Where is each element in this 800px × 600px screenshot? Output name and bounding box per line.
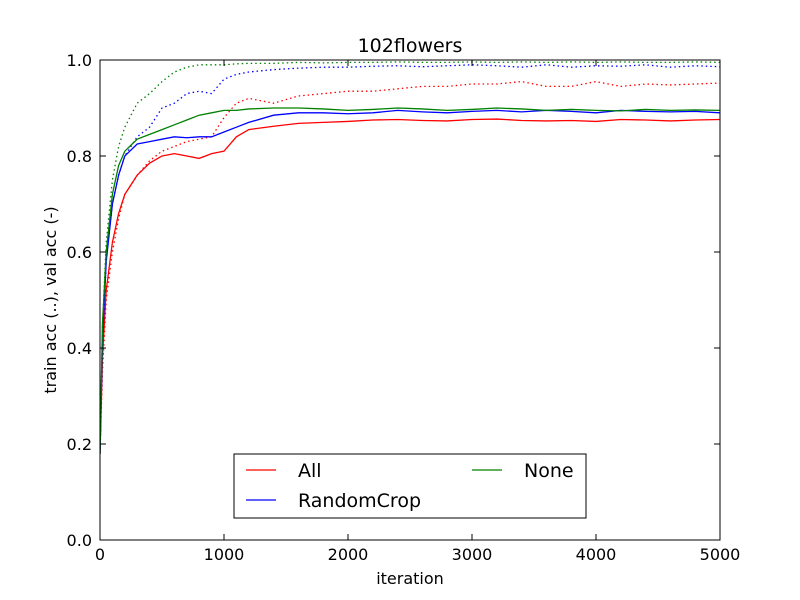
- x-tick-label: 0: [95, 545, 105, 564]
- x-axis-label: iteration: [376, 569, 444, 588]
- x-tick-label: 2000: [328, 545, 369, 564]
- y-tick-label: 0.4: [67, 339, 92, 358]
- y-tick-label: 0.6: [67, 243, 92, 262]
- axis-ticks: 0 1000 2000 3000 4000 5000 0.0 0.2 0.4 0.6 0.8 1.0: [67, 51, 741, 564]
- randomcrop-val-line: [100, 109, 720, 454]
- y-axis-label: train acc (..), val acc (-): [41, 206, 60, 393]
- none-val-line: [100, 107, 720, 454]
- x-tick-label: 3000: [452, 545, 493, 564]
- y-tick-label: 0.2: [67, 435, 92, 454]
- y-tick-label: 0.8: [67, 147, 92, 166]
- all-val-line: [100, 118, 720, 454]
- x-tick-label: 1000: [204, 545, 245, 564]
- y-tick-label: 0.0: [67, 531, 92, 550]
- plot-frame: [99, 59, 721, 541]
- legend-label-randomcrop: RandomCrop: [298, 490, 421, 512]
- legend-box: [233, 453, 587, 519]
- legend-label-all: All: [298, 460, 322, 482]
- y-tick-label: 1.0: [67, 51, 92, 70]
- chart-title: 102flowers: [358, 35, 463, 57]
- x-tick-label: 5000: [700, 545, 741, 564]
- series-3-train-line: [100, 64, 720, 454]
- series-5-train-line: [100, 61, 720, 454]
- legend: All RandomCrop None: [233, 453, 587, 519]
- legend-label-none: None: [524, 460, 574, 482]
- x-tick-label: 4000: [576, 545, 617, 564]
